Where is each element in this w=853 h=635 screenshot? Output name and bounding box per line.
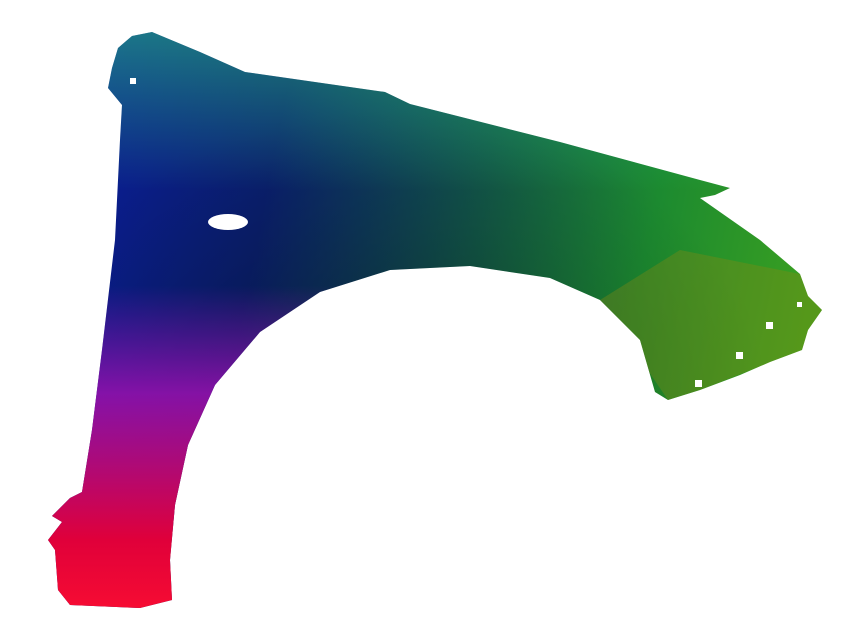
fender-hole	[208, 214, 248, 230]
mounting-holes	[130, 78, 802, 387]
